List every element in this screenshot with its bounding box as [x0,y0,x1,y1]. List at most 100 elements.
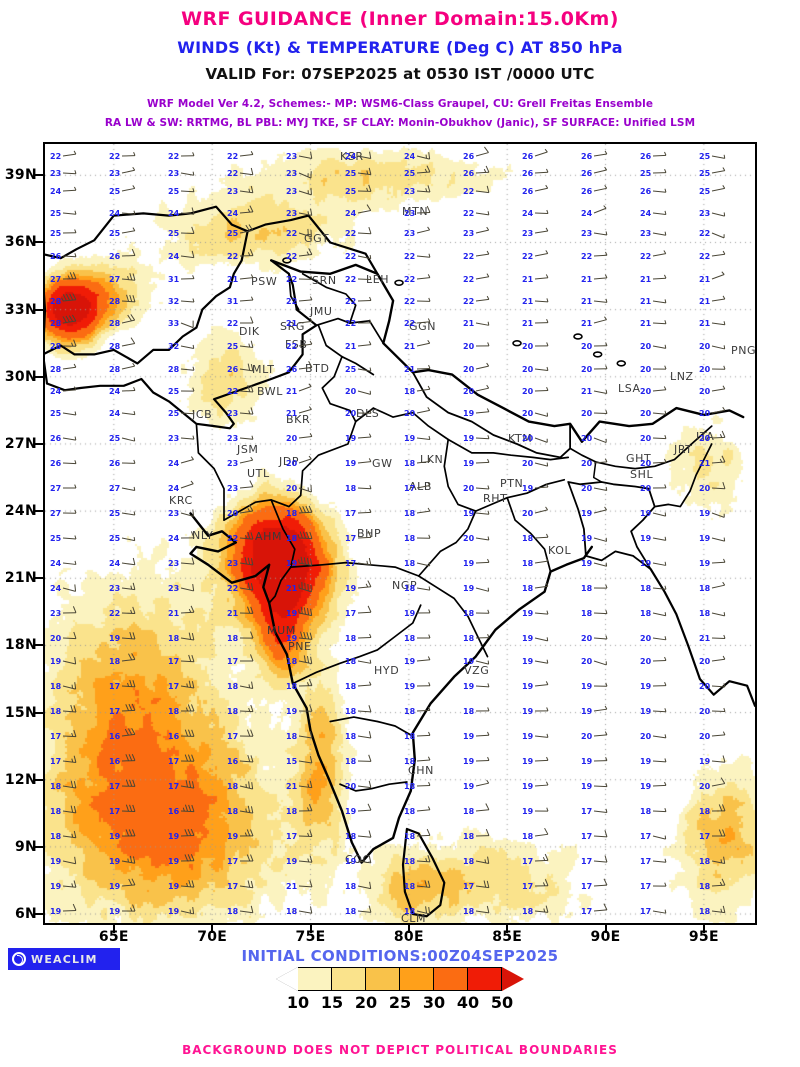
temperature-value: 21 [286,782,298,791]
temperature-value: 17 [581,857,593,866]
wind-barb [121,248,136,257]
temperature-value: 20 [345,409,357,418]
wind-barb [593,389,608,394]
temperature-value: 26 [522,187,534,196]
wind-barb [534,168,549,174]
wind-barb [475,609,490,614]
city-label: SRG [280,320,305,333]
wind-barb [121,486,136,491]
temperature-value: 23 [227,409,239,418]
temperature-value: 18 [463,907,475,916]
wind-barb [239,340,254,349]
temperature-value: 17 [168,657,180,666]
wind-barb [711,271,725,280]
temperature-value: 17 [522,857,534,866]
wind-barb [416,534,431,539]
temperature-value: 20 [699,342,711,351]
wind-barb [357,830,372,838]
temperature-value: 18 [286,907,298,916]
temperature-value: 19 [522,782,534,791]
wind-barb [475,362,490,370]
temperature-value: 26 [50,252,62,261]
city-label: SRN [312,274,337,287]
temperature-value: 19 [345,807,357,816]
temperature-value: 21 [286,882,298,891]
temperature-value: 25 [50,534,62,543]
city-label: MTN [402,205,429,218]
temperature-value: 18 [227,782,239,791]
wind-barb [62,339,77,347]
temperature-value: 20 [345,782,357,791]
temperature-value: 26 [581,187,593,196]
wind-barb [298,655,313,665]
temperature-value: 17 [109,782,121,791]
wind-barb [357,485,372,490]
wind-barb [416,152,431,160]
temperature-value: 21 [640,275,652,284]
wind-barb [357,557,372,566]
wind-barb [62,509,77,514]
wind-barb [298,296,313,302]
temperature-value: 24 [404,152,416,161]
wind-barb [239,531,254,540]
city-label: GGN [409,320,437,333]
wind-barb [534,227,549,234]
temperature-value: 25 [109,534,121,543]
temperature-value: 18 [463,807,475,816]
wind-barb [357,731,372,739]
weaclim-logo[interactable]: WEACLIM [8,948,120,970]
colorbar-cell [400,967,434,991]
temperature-value: 18 [286,682,298,691]
temperature-value: 17 [581,807,593,816]
city-label: GGT [304,232,330,245]
temperature-value: 23 [227,484,239,493]
city-label: BWL [257,385,283,398]
wind-barb [121,227,136,234]
city-label: KRC [169,494,193,507]
temperature-value: 28 [50,342,62,351]
wind-barb [62,186,77,192]
wind-barb [298,187,312,196]
wind-barb [62,560,77,565]
lat-tick-mark [35,375,43,378]
wind-barb [298,505,313,514]
wind-barb [298,275,313,280]
wind-barb [416,205,431,214]
temperature-value: 19 [345,459,357,468]
colorbar-tick-label: 20 [354,993,378,1012]
wind-barb [534,462,549,467]
temperature-value: 27 [50,484,62,493]
temperature-value: 19 [699,559,711,568]
wind-barb [593,184,608,192]
wind-barb [62,535,77,540]
weather-map-panel[interactable]: KSR MTN GGT SRN LEH GGN PSW JMU DIK SRG FSB MLT BTD B… [43,142,757,925]
temperature-value: 17 [345,609,357,618]
wind-barb [298,855,313,863]
temperature-value: 24 [50,187,62,196]
wind-barb [711,185,726,192]
wind-barb [180,880,195,888]
wind-barb [534,412,549,417]
wind-barb [711,481,726,490]
wind-barb [180,171,195,176]
wind-barb [121,536,136,542]
city-label: JRT [674,443,693,456]
colorbar-cell [298,967,332,991]
city-label: LEH [366,273,390,286]
wind-barb [593,409,608,415]
wind-barb [593,731,608,737]
temperature-value: 17 [227,657,239,666]
wind-barb [298,780,313,789]
city-label: VZG [464,664,490,677]
temperature-value: 18 [50,832,62,841]
wind-barb [475,731,490,737]
temperature-value: 20 [699,707,711,716]
temperature-value: 18 [286,807,298,816]
wind-barb [652,636,667,641]
temperature-value: 19 [50,907,62,916]
wind-barb [534,905,549,913]
wind-barb [416,682,431,687]
temperature-value: 26 [227,365,239,374]
temperature-value: 20 [404,409,416,418]
wind-barb [593,486,608,491]
